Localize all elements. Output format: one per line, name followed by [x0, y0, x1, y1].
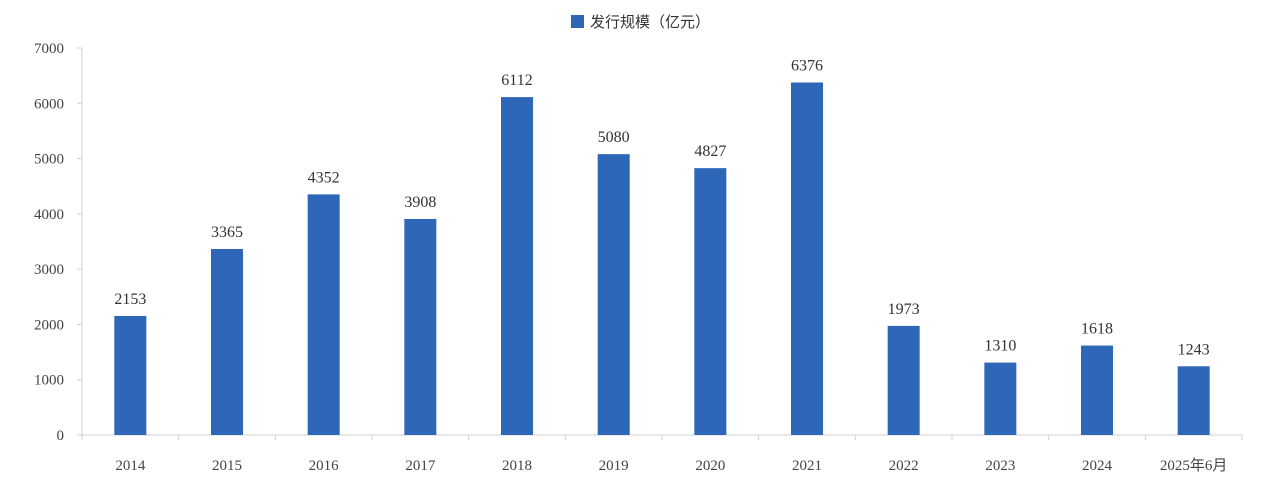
x-tick-label: 2019: [599, 458, 629, 474]
x-tick-label: 2020: [695, 458, 725, 474]
bar: [1081, 345, 1113, 435]
data-label: 4352: [308, 169, 340, 186]
y-tick-label: 4000: [34, 207, 64, 223]
bar: [597, 154, 630, 436]
data-label: 1973: [888, 301, 920, 318]
bar: [984, 362, 1017, 435]
data-label: 6376: [791, 57, 823, 74]
data-label: 1618: [1081, 321, 1113, 338]
bar: [307, 194, 340, 435]
data-label: 1243: [1178, 341, 1210, 358]
x-tick-label: 2022: [889, 458, 919, 474]
y-tick-label: 7000: [34, 41, 64, 57]
y-tick-label: 5000: [34, 152, 64, 168]
legend: 发行规模（亿元）: [571, 11, 710, 32]
data-label: 6112: [501, 72, 532, 89]
bar: [694, 168, 727, 435]
x-tick-label: 2025年6月: [1160, 457, 1228, 474]
data-label: 3908: [404, 194, 436, 211]
x-tick-label: 2021: [792, 458, 822, 474]
bar: [791, 82, 823, 435]
data-label: 5080: [598, 129, 630, 146]
x-tick-label: 2023: [985, 458, 1015, 474]
x-tick-label: 2017: [405, 458, 436, 474]
data-label: 4827: [694, 143, 726, 160]
data-label: 3365: [211, 224, 243, 241]
y-tick-label: 6000: [34, 96, 64, 112]
legend-label: 发行规模（亿元）: [590, 13, 711, 31]
bar: [887, 325, 920, 435]
y-tick-label: 3000: [34, 262, 64, 278]
data-label: 2153: [114, 291, 146, 308]
x-tick-label: 2016: [309, 458, 340, 474]
bar: [404, 218, 437, 435]
x-tick-label: 2014: [115, 458, 146, 474]
y-tick-label: 0: [57, 428, 65, 444]
bar: [114, 315, 147, 435]
legend-swatch: [571, 15, 584, 28]
y-tick-label: 1000: [34, 373, 64, 389]
bar: [1177, 366, 1210, 435]
y-tick-label: 2000: [34, 317, 64, 333]
x-tick-label: 2024: [1082, 458, 1113, 474]
x-tick-label: 2018: [502, 458, 532, 474]
x-tick-label: 2015: [212, 458, 242, 474]
data-label: 1310: [984, 338, 1016, 355]
bar: [501, 97, 533, 435]
bar: [211, 248, 243, 435]
